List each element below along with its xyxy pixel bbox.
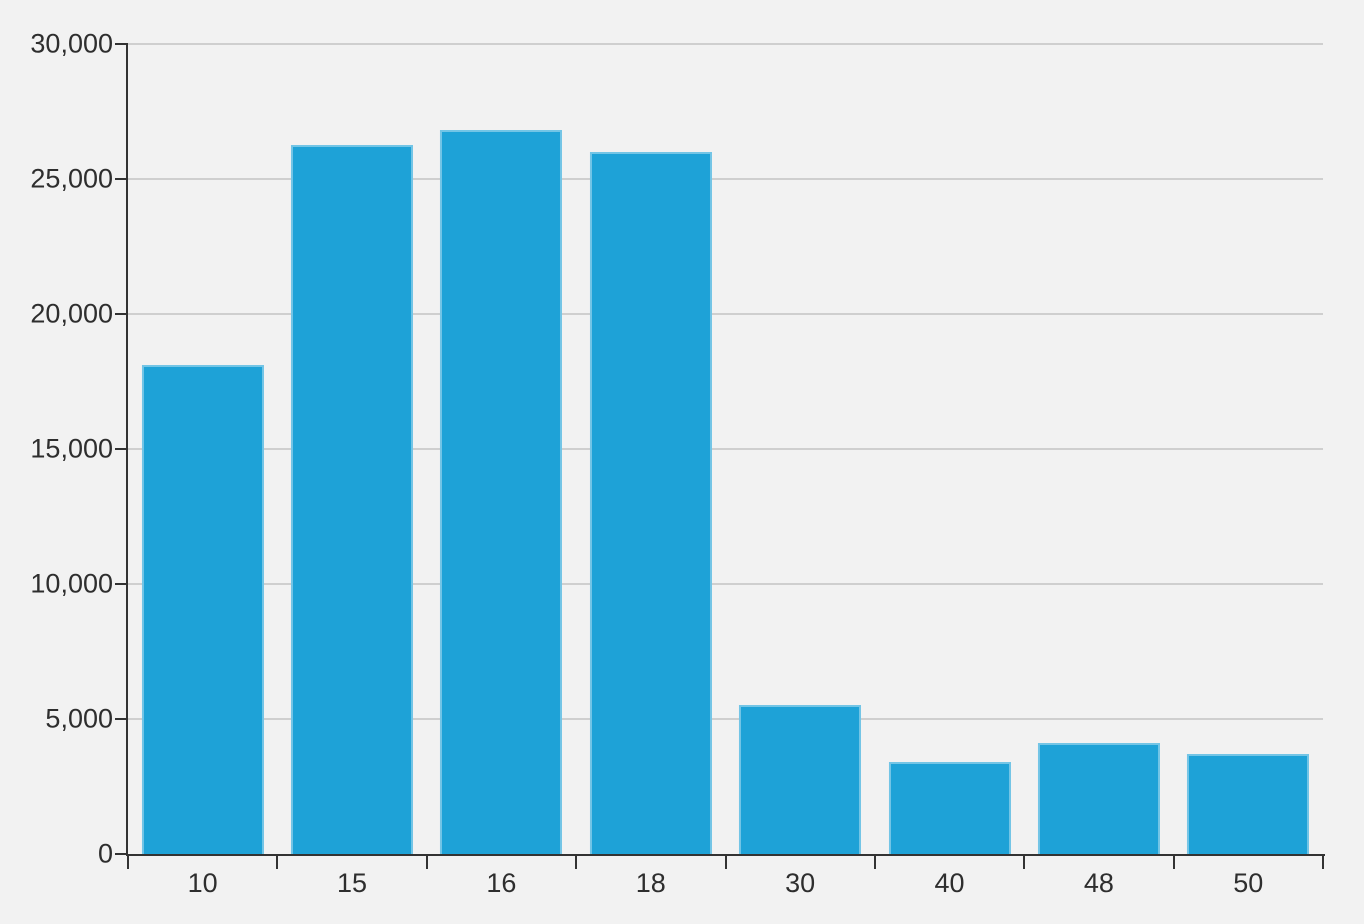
y-tick-label: 15,000: [30, 433, 113, 464]
x-tick-label-50: 50: [1233, 868, 1264, 898]
x-tick: [425, 854, 428, 869]
gridline: [128, 448, 1323, 450]
x-tick: [276, 854, 279, 869]
bar-18: [589, 152, 712, 854]
x-tick: [1322, 854, 1324, 869]
y-tick-label: 5,000: [45, 703, 113, 734]
y-tick-label: 20,000: [30, 298, 113, 329]
x-tick-label-18: 18: [635, 868, 666, 898]
x-tick: [575, 854, 578, 869]
bar-40: [888, 762, 1011, 854]
y-tick: [115, 718, 128, 720]
x-tick-label-15: 15: [337, 868, 368, 898]
y-tick-label: 10,000: [30, 568, 113, 599]
x-tick: [873, 854, 876, 869]
gridline: [128, 43, 1323, 45]
y-tick-label: 30,000: [30, 28, 113, 59]
gridline: [128, 313, 1323, 315]
x-tick: [1023, 854, 1026, 869]
x-tick-label-30: 30: [785, 868, 816, 898]
y-tick: [115, 43, 128, 45]
y-tick-label: 0: [97, 838, 113, 869]
bar-30: [739, 705, 862, 854]
plot-area: 0 5,000 10,000 15,000 20,000 25,000 30,000 10 1…: [30, 30, 1325, 897]
y-tick: [115, 448, 128, 450]
y-tick-label: 25,000: [30, 163, 113, 194]
x-tick-label-10: 10: [187, 868, 218, 898]
bar-50: [1187, 754, 1310, 854]
gridline: [128, 718, 1323, 720]
y-tick: [115, 313, 128, 315]
x-tick: [127, 854, 129, 869]
bar-15: [291, 145, 414, 854]
x-tick-label-40: 40: [934, 868, 965, 898]
x-tick: [1172, 854, 1175, 869]
y-tick: [115, 853, 128, 855]
bar-10: [141, 365, 264, 854]
gridline: [128, 583, 1323, 585]
y-tick: [115, 178, 128, 180]
gridline: [128, 178, 1323, 180]
bar-48: [1037, 743, 1160, 854]
x-tick: [724, 854, 727, 869]
y-tick: [115, 583, 128, 585]
x-tick-label-48: 48: [1083, 868, 1114, 898]
bar-16: [440, 130, 563, 854]
x-tick-label-16: 16: [486, 868, 517, 898]
